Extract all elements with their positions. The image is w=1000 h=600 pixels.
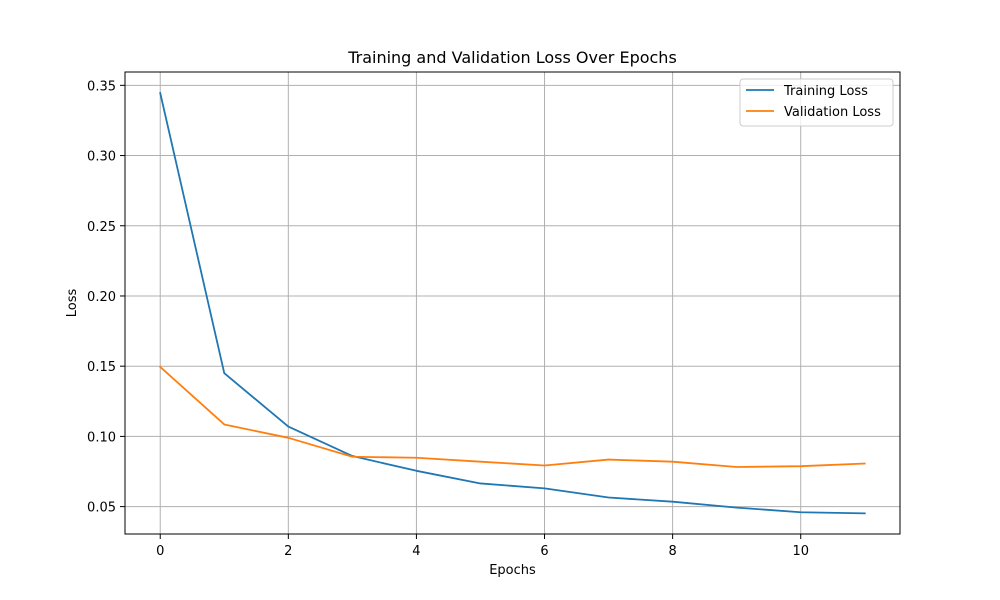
training-loss-line	[159, 91, 866, 515]
grid-layer	[125, 72, 900, 534]
x-tick-label: 0	[156, 544, 164, 559]
x-tick-label: 4	[412, 544, 420, 559]
chart-title: Training and Validation Loss Over Epochs	[347, 48, 677, 67]
legend-label-training-loss: Training Loss	[783, 84, 868, 99]
x-axis-label: Epochs	[489, 563, 536, 578]
y-axis-label: Loss	[65, 289, 80, 318]
legend: Training Loss Validation Loss	[739, 78, 894, 127]
x-tick-label: 6	[540, 544, 548, 559]
legend-box	[739, 78, 894, 127]
x-tick-label: 10	[792, 544, 809, 559]
y-tick-label: 0.15	[87, 360, 116, 375]
validation-loss-line	[158, 365, 866, 468]
legend-label-validation-loss: Validation Loss	[784, 105, 881, 120]
y-tick-label: 0.25	[87, 220, 116, 235]
y-tick-label: 0.05	[87, 501, 116, 516]
x-tick-label: 2	[284, 544, 292, 559]
plot-frame	[124, 71, 901, 535]
y-tick-label: 0.20	[87, 290, 116, 305]
series-layer	[158, 91, 866, 515]
y-tick-label: 0.10	[87, 430, 116, 445]
tick-layer: 0 2 4 6 8 10 0.05 0.10 0.15 0.20 0.25 0.30 0.35	[87, 79, 809, 559]
x-tick-label: 8	[668, 544, 676, 559]
y-tick-label: 0.30	[87, 150, 116, 165]
y-tick-label: 0.35	[87, 79, 116, 94]
